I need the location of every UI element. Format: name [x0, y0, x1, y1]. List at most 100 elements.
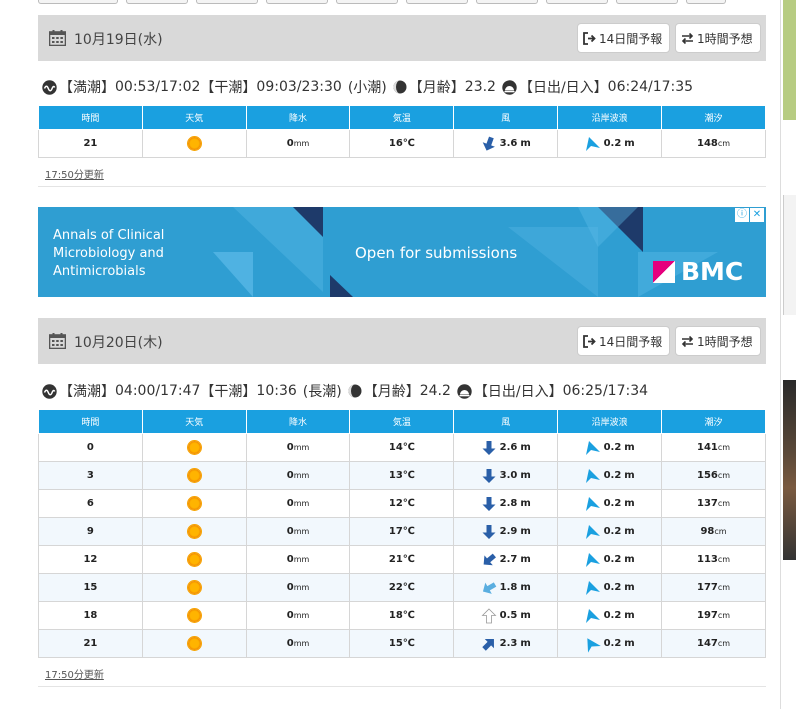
cell-weather — [141, 629, 247, 658]
hourly-forecast-button[interactable]: 1時間予想 — [675, 326, 761, 356]
nav-stub[interactable] — [686, 0, 726, 4]
nav-stub[interactable] — [336, 0, 398, 4]
cell-temp: 21℃ — [349, 545, 455, 574]
temp-unit: ℃ — [402, 442, 415, 453]
wave-unit: m — [624, 442, 635, 453]
wind-arrow-icon — [483, 553, 496, 565]
cell-rain: 0mm — [245, 601, 351, 630]
sign-out-icon — [583, 334, 596, 348]
cell-tide: 141cm — [661, 433, 766, 462]
ad-close-icon[interactable]: ✕ — [750, 208, 764, 222]
nav-stub[interactable] — [476, 0, 538, 4]
ad-info-icon[interactable]: ⓘ — [735, 208, 749, 222]
tide-unit: cm — [717, 139, 731, 148]
advertisement-banner[interactable]: Annals of Clinical Microbiology and Anti… — [38, 207, 766, 297]
bmc-brand: BMC — [681, 257, 744, 286]
cell-wind: 1.8 m — [453, 573, 559, 602]
rain-value: 0 — [286, 582, 294, 593]
tide-info: 【満潮】 00:53/17:02 【干潮】 09:03/23:30 (小潮) 【月齢… — [42, 77, 693, 97]
temp-unit: ℃ — [402, 638, 415, 649]
rain-unit: mm — [293, 555, 310, 564]
cell-temp: 14℃ — [349, 433, 455, 462]
cell-tide: 148cm — [661, 129, 766, 158]
day-date: 10月19日(水) — [74, 32, 163, 48]
calendar-icon — [49, 30, 66, 46]
updated-link[interactable]: 17:50分更新 — [45, 170, 104, 181]
wind-arrow-icon — [482, 524, 496, 539]
col-wave: 沿岸波浪 — [557, 105, 663, 130]
tide-unit: cm — [717, 583, 731, 592]
cell-wave: 0.2 m — [557, 129, 663, 158]
hourly-forecast-button[interactable]: 1時間予想 — [675, 23, 761, 53]
updated-link[interactable]: 17:50分更新 — [45, 670, 104, 681]
tide-value: 141 — [697, 442, 718, 453]
tide-info: 【満潮】 04:00/17:47 【干潮】 10:36 (長潮) 【月齢】 24.2 … — [42, 381, 648, 401]
rain-unit: mm — [293, 139, 310, 148]
table-row: 18 0mm 18℃ 0.5 m 0.2 m 197cm — [38, 601, 766, 630]
sidebar-banner[interactable] — [783, 0, 796, 120]
nav-stub[interactable] — [266, 0, 328, 4]
sun-label: 【日出/日入】 — [518, 80, 608, 96]
tide-unit: cm — [717, 471, 731, 480]
sidebar-widget[interactable] — [783, 195, 796, 315]
tide-value: 147 — [697, 638, 718, 649]
table-row: 9 0mm 17℃ 2.9 m 0.2 m 98cm — [38, 517, 766, 546]
tide-type: (長潮) — [302, 384, 342, 400]
wind-value: 2.3 — [499, 638, 518, 649]
14day-forecast-label: 14日間予報 — [599, 31, 663, 46]
temp-value: 15 — [388, 638, 403, 649]
right-sidebar-edge — [780, 0, 796, 709]
sunny-icon — [187, 469, 201, 482]
low-tide-label: 【干潮】 — [200, 384, 257, 400]
rain-unit: mm — [293, 443, 310, 452]
calendar-icon — [49, 333, 66, 349]
tide-value: 113 — [697, 554, 718, 565]
nav-stub[interactable] — [406, 0, 468, 4]
nav-stub[interactable] — [196, 0, 258, 4]
sunny-icon — [187, 441, 201, 454]
wave-direction-icon — [585, 468, 600, 483]
wave-unit: m — [624, 138, 635, 149]
wind-arrow-icon — [481, 638, 494, 651]
tide-unit: cm — [717, 499, 731, 508]
cell-weather — [141, 129, 247, 158]
wind-arrow-icon — [482, 440, 496, 455]
cell-weather — [141, 433, 247, 462]
nav-stub[interactable] — [546, 0, 608, 4]
rain-value: 0 — [286, 470, 294, 481]
14day-forecast-button[interactable]: 14日間予報 — [577, 326, 671, 356]
cell-weather — [141, 517, 247, 546]
wave-value: 0.2 — [603, 442, 622, 453]
wind-value: 2.9 — [499, 526, 518, 537]
low-tide-value: 09:03/23:30 — [256, 79, 342, 95]
wind-arrow-icon — [482, 136, 495, 151]
cell-time: 3 — [38, 461, 143, 490]
sidebar-image[interactable] — [783, 380, 796, 560]
nav-stub[interactable] — [616, 0, 678, 4]
temp-value: 17 — [388, 526, 403, 537]
wave-direction-icon — [586, 637, 601, 653]
moon-age-value: 23.2 — [464, 79, 496, 95]
wave-value: 0.2 — [603, 554, 622, 565]
col-tide: 潮汐 — [661, 409, 766, 434]
col-rain: 降水 — [245, 105, 351, 130]
cell-time: 15 — [38, 573, 143, 602]
top-nav-stubs — [38, 0, 768, 4]
wave-direction-icon — [585, 580, 600, 595]
nav-stub[interactable] — [126, 0, 188, 4]
tide-type: (小潮) — [347, 80, 387, 96]
temp-value: 22 — [388, 582, 403, 593]
forecast-table: 時間 天気 降水 気温 風 沿岸波浪 潮汐 21 0mm 16℃ 3.6 m 0.2 m 14… — [38, 105, 766, 158]
nav-stub[interactable] — [38, 0, 118, 4]
cell-wind: 0.5 m — [453, 601, 559, 630]
wave-icon — [42, 79, 57, 95]
rain-unit: mm — [293, 499, 310, 508]
sign-out-icon — [583, 31, 596, 45]
14day-forecast-button[interactable]: 14日間予報 — [577, 23, 671, 53]
sunny-icon — [187, 581, 201, 594]
temp-value: 21 — [388, 554, 403, 565]
wind-unit: m — [520, 470, 531, 481]
col-wave: 沿岸波浪 — [557, 409, 663, 434]
ad-choices[interactable]: ⓘ ✕ — [735, 208, 764, 222]
